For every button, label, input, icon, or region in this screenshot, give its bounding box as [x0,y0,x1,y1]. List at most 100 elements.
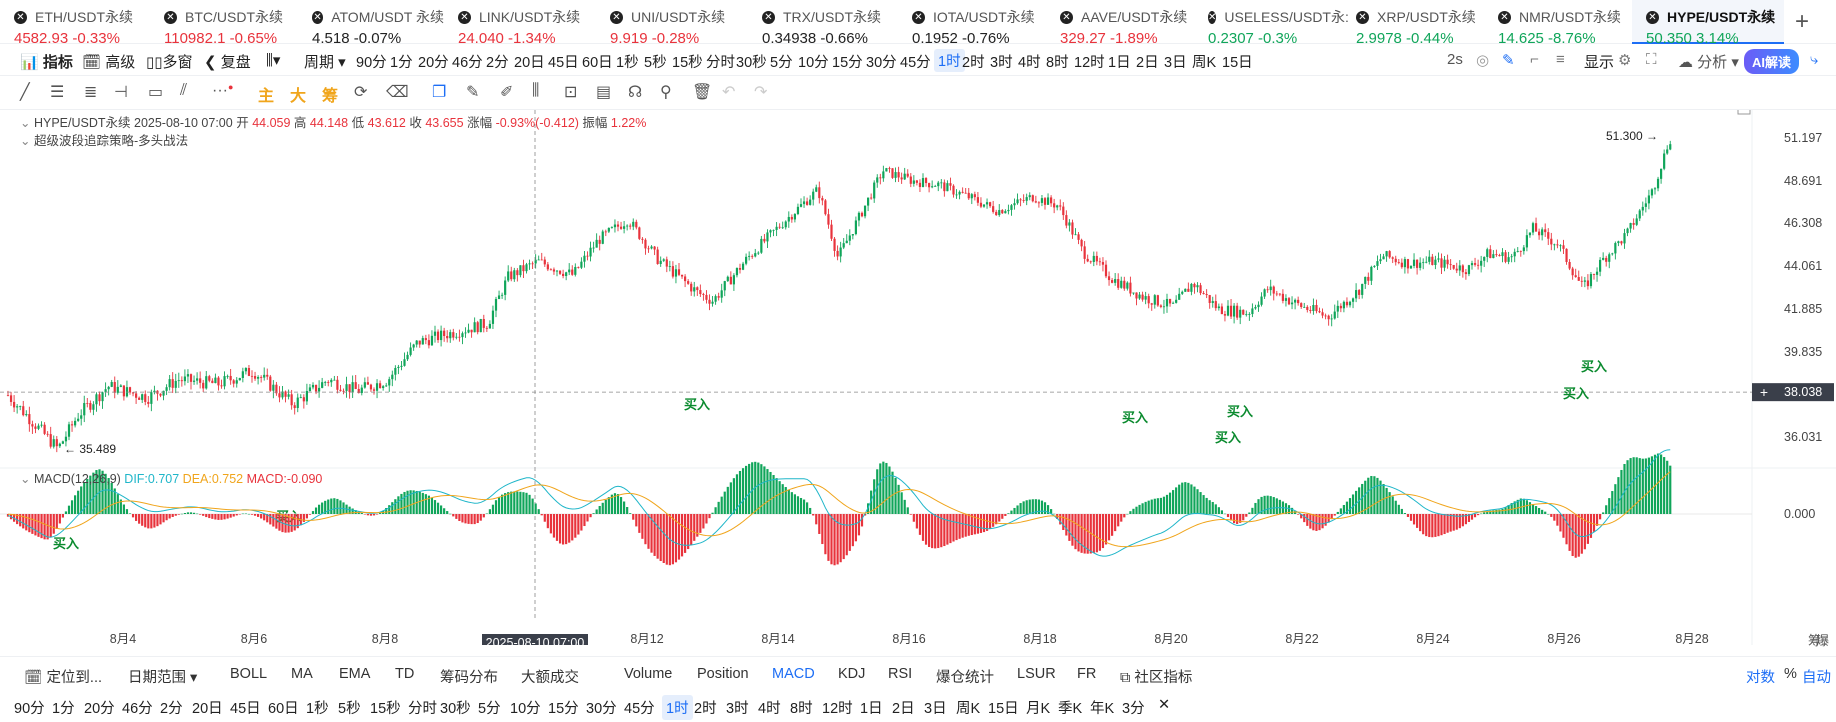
interval-bottom-周K[interactable]: 周K [956,701,981,717]
sub-indicator-FR[interactable]: FR [1077,666,1097,682]
interval-5秒[interactable]: 5秒 [644,55,667,71]
interval-bottom-46分[interactable]: 46分 [122,701,153,717]
note-icon[interactable]: ▤ [596,84,612,101]
menu-icon[interactable]: ≡ [1556,51,1565,68]
share-icon[interactable]: ⤷ [1810,51,1819,68]
interval-bottom-15分[interactable]: 15分 [548,701,579,717]
indicator-EMA[interactable]: EMA [339,666,371,682]
interval-bottom-2日[interactable]: 2日 [892,701,915,717]
legend-collapse-icon[interactable]: ⌄ [20,116,31,130]
indicator-TD[interactable]: TD [395,666,415,682]
interval-12时[interactable]: 12时 [1074,55,1105,71]
hline-tool-icon[interactable]: ☰ [50,84,65,101]
log-scale-toggle[interactable]: 对数 [1746,670,1775,686]
interval-30分[interactable]: 30分 [866,55,897,71]
interval-bottom-20分[interactable]: 20分 [84,701,115,717]
sub-indicator-Volume[interactable]: Volume [624,666,673,682]
trash-icon[interactable]: 🗑 [692,84,713,101]
rect-tool-icon[interactable]: ▭ [148,84,164,101]
interval-10分[interactable]: 10分 [798,55,829,71]
interval-bottom-3分[interactable]: 3分 [1122,701,1145,717]
display-button[interactable]: 显示 [1584,54,1615,71]
ticker-tab-4[interactable]: ✕ UNI/USDT永续 9.919 -0.28% [596,0,748,47]
refresh-rate[interactable]: 2s [1447,51,1463,68]
pen-icon[interactable]: ✎ [1502,52,1515,69]
chart-area[interactable]: 51.197 48.691 46.308 44.061 41.885 39.835 36.0… [0,101,1836,652]
interval-20分[interactable]: 20分 [418,55,449,71]
interval-bottom-分时[interactable]: 分时 [408,701,437,717]
indicator-筹码分布[interactable]: 筹码分布 [440,670,498,686]
interval-46分[interactable]: 46分 [452,55,483,71]
locate-button[interactable]: 🗓 定位到... [24,670,103,686]
indicator-MA[interactable]: MA [291,666,313,682]
interval-1日[interactable]: 1日 [1108,55,1131,71]
sub-indicator-爆仓统计[interactable]: 爆仓统计 [936,670,994,686]
period-button[interactable]: 周期 ▾ [304,54,346,71]
interval-bottom-15日[interactable]: 15日 [988,701,1019,717]
sub-indicator-RSI[interactable]: RSI [888,666,913,682]
add-tab-icon[interactable]: + [1795,8,1810,35]
ticker-tab-3[interactable]: ✕ LINK/USDT永续 24.040 -1.34% [444,0,596,47]
interval-bottom-12时[interactable]: 12时 [822,701,853,717]
big-trade-button[interactable]: 大 [290,88,307,105]
interval-周K[interactable]: 周K [1192,55,1217,71]
interval-60日[interactable]: 60日 [582,55,613,71]
interval-2时[interactable]: 2时 [962,55,985,71]
redo-icon[interactable]: ↷ [754,84,768,101]
interval-5分[interactable]: 5分 [770,55,793,71]
interval-bottom-2分[interactable]: 2分 [160,701,183,717]
ticker-tab-5[interactable]: ✕ TRX/USDT永续 0.34938 -0.66% [748,0,898,47]
fib-tool-icon[interactable]: ⫽ [180,82,188,99]
percent-scale-toggle[interactable]: % [1784,666,1797,682]
interval-bottom-20日[interactable]: 20日 [192,701,223,717]
interval-bottom-1分[interactable]: 1分 [52,701,75,717]
ticker-tab-6[interactable]: ✕ IOTA/USDT永续 0.1952 -0.76% [898,0,1046,47]
brush-icon[interactable]: ✐ [500,84,514,101]
interval-bottom-8时[interactable]: 8时 [790,701,813,717]
sub-indicator-Position[interactable]: Position [697,666,749,682]
ai-analysis-button[interactable]: AI解读 [1744,49,1800,74]
interval-15秒[interactable]: 15秒 [672,55,703,71]
interval-bottom-季K[interactable]: 季K [1058,701,1083,717]
interval-8时[interactable]: 8时 [1046,55,1069,71]
interval-4时[interactable]: 4时 [1018,55,1041,71]
camera-icon[interactable]: ◎ [1476,52,1490,69]
interval-bottom-3时[interactable]: 3时 [726,701,749,717]
copy-icon[interactable]: ❐ [432,84,447,101]
interval-分时[interactable]: 分时 [706,55,735,71]
interval-bottom-15秒[interactable]: 15秒 [370,701,401,717]
ticker-tab-7[interactable]: ✕ AAVE/USDT永续 329.27 -1.89% [1046,0,1194,47]
multi-window-button[interactable]: ▯▯多窗 [146,54,193,71]
interval-1时[interactable]: 1时 [934,49,965,72]
interval-1秒[interactable]: 1秒 [616,55,639,71]
replay-button[interactable]: ❮ 复盘 [204,54,251,71]
interval-3日[interactable]: 3日 [1164,55,1187,71]
channel-tool-icon[interactable]: ≣ [84,84,98,101]
interval-bottom-1时[interactable]: 1时 [662,695,693,720]
interval-bottom-4时[interactable]: 4时 [758,701,781,717]
sub-indicator-MACD[interactable]: MACD [772,666,815,682]
undo-icon[interactable]: ↶ [722,84,736,101]
interval-bottom-1秒[interactable]: 1秒 [306,701,329,717]
chips-button[interactable]: 筹 [322,88,339,105]
interval-20日[interactable]: 20日 [514,55,545,71]
interval-15分[interactable]: 15分 [832,55,863,71]
analysis-button[interactable]: ☁ 分析 ▾ [1678,54,1739,71]
ticker-tab-8[interactable]: ✕ USELESS/USDT永: 0.2307 -0.3% [1194,0,1349,47]
interval-30秒[interactable]: 30秒 [736,55,767,71]
layout-icon[interactable]: ⌐ [1530,51,1539,68]
ticker-tab-9[interactable]: ✕ XRP/USDT永续 2.9978 -0.44% [1342,0,1484,47]
interval-1分[interactable]: 1分 [390,55,413,71]
interval-bottom-45日[interactable]: 45日 [230,701,261,717]
ticker-tab-2[interactable]: ✕ ATOM/USDT 永续 4.518 -0.07% [298,0,444,47]
fullscreen-icon[interactable]: ⛶ [1646,51,1657,68]
sub-indicator-LSUR[interactable]: LSUR [1017,666,1056,682]
interval-bottom-45分[interactable]: 45分 [624,701,655,717]
interval-bottom-10分[interactable]: 10分 [510,701,541,717]
line-tool-icon[interactable]: ╱ [20,84,30,101]
interval-bottom-1日[interactable]: 1日 [860,701,883,717]
eraser-icon[interactable]: ⌫ [386,84,409,101]
interval-bottom-年K[interactable]: 年K [1090,701,1115,717]
interval-45日[interactable]: 45日 [548,55,579,71]
indicator-BOLL[interactable]: BOLL [230,666,268,682]
